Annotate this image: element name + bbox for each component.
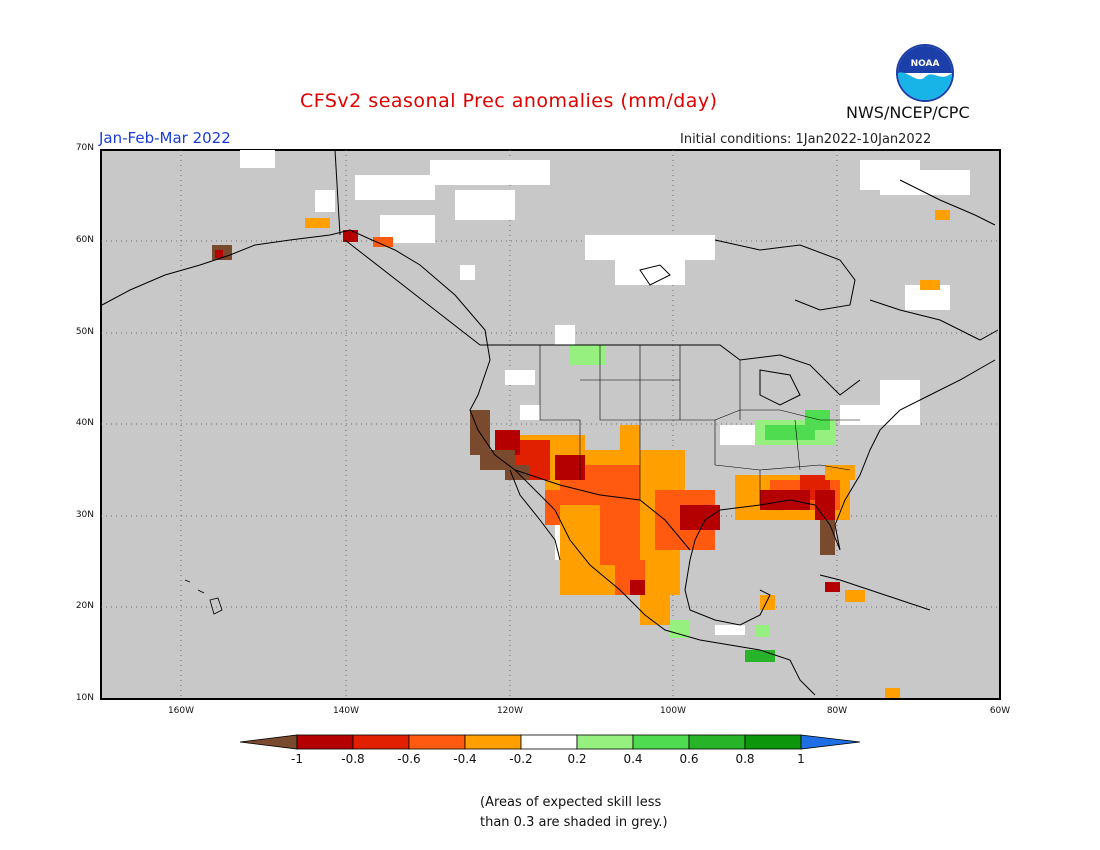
colorbar-label: -0.8 <box>341 752 365 766</box>
state-borders <box>539 345 860 505</box>
lat-label-70n: 70N <box>75 143 94 153</box>
map-title: CFSv2 seasonal Prec anomalies (mm/day) <box>300 90 718 112</box>
lat-label-40n: 40N <box>75 418 94 428</box>
lat-label-20n: 20N <box>75 601 94 611</box>
skill-note-line-2: than 0.3 are shaded in grey.) <box>480 815 668 830</box>
lat-label-30n: 30N <box>75 510 94 520</box>
colorbar-label: 0.2 <box>567 752 587 766</box>
agency-label: NWS/NCEP/CPC <box>846 103 970 122</box>
lat-label-60n: 60N <box>75 235 94 245</box>
coastlines <box>101 149 999 696</box>
lat-label-50n: 50N <box>75 327 94 337</box>
colorbar-label: -0.6 <box>397 752 421 766</box>
lat-label-10n: 10N <box>75 693 94 703</box>
forecast-period: Jan-Feb-Mar 2022 <box>99 129 231 147</box>
near-zero-areas <box>240 150 970 635</box>
logo-text: NOAA <box>911 59 940 69</box>
colorbar-label: -1 <box>291 752 303 766</box>
colorbar-label: 0.6 <box>679 752 699 766</box>
colorbar-label: 1 <box>797 752 805 766</box>
skill-note-line-1: (Areas of expected skill less <box>480 795 662 810</box>
lon-label-80w: 80W <box>826 706 848 716</box>
lon-label-120w: 120W <box>496 706 524 716</box>
lon-label-60w: 60W <box>989 706 1011 716</box>
colorbar-label: 0.4 <box>623 752 643 766</box>
initial-conditions: Initial conditions: 1Jan2022-10Jan2022 <box>680 132 932 147</box>
negative-anomaly-areas <box>212 210 950 698</box>
noaa-logo-icon: NOAA <box>896 44 954 102</box>
colorbar-label: -0.4 <box>453 752 477 766</box>
lon-label-140w: 140W <box>332 706 360 716</box>
colorbar-label: 0.8 <box>735 752 755 766</box>
hawaii-islands <box>184 579 223 615</box>
lon-label-100w: 100W <box>659 706 687 716</box>
skill-note: (Areas of expected skill less than 0.3 a… <box>480 793 668 833</box>
lon-label-160w: 160W <box>167 706 195 716</box>
colorbar-label: -0.2 <box>509 752 533 766</box>
